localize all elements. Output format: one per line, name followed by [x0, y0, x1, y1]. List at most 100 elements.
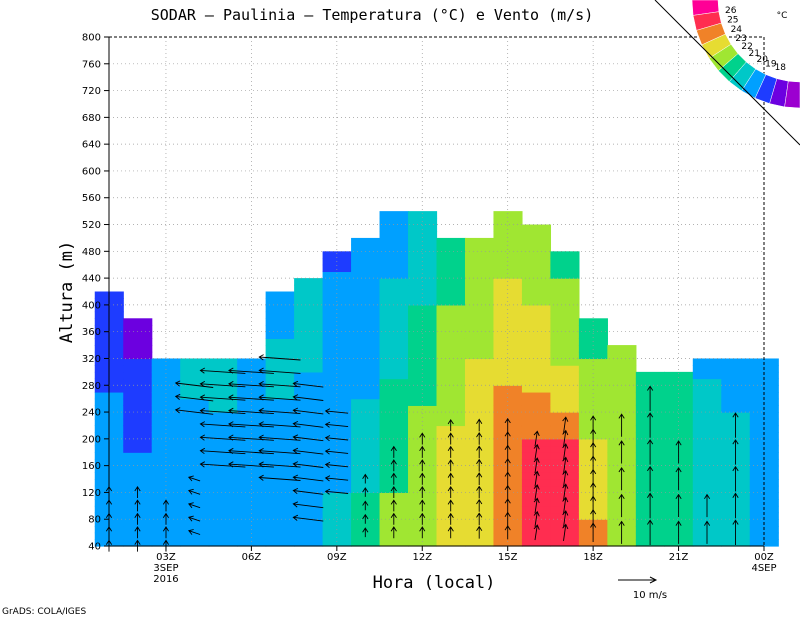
wind-arrow — [292, 394, 324, 401]
temperature-cell — [351, 331, 381, 339]
temperature-cell — [464, 304, 495, 313]
temperature-cell — [408, 385, 438, 393]
temperature-cell — [294, 452, 324, 460]
temperature-cell — [379, 385, 409, 393]
wind-arrow — [199, 461, 246, 468]
wind-arrow — [199, 407, 246, 415]
temperature-cell — [151, 371, 181, 380]
temperature-cell — [123, 479, 153, 487]
temperature-cell — [436, 405, 466, 413]
temperature-cell — [664, 418, 694, 427]
temperature-cell — [294, 291, 324, 299]
temperature-cell — [322, 391, 352, 400]
temperature-cell — [322, 251, 352, 259]
temperature-cell — [180, 452, 210, 460]
temperature-cell — [464, 345, 495, 353]
temperature-cell — [151, 438, 181, 447]
y-tick-label: 80 — [88, 515, 101, 526]
temperature-cell — [521, 519, 552, 527]
temperature-cell — [265, 425, 295, 433]
temperature-cell — [379, 244, 409, 252]
temperature-cell — [408, 264, 438, 273]
temperature-cell — [578, 391, 608, 400]
temperature-cell — [464, 318, 495, 326]
y-tick-label: 800 — [82, 33, 101, 44]
temperature-cell — [436, 318, 466, 326]
wind-arrow — [362, 527, 369, 538]
temperature-cell — [322, 539, 352, 547]
temperature-cell — [550, 479, 580, 487]
temperature-cell — [180, 458, 210, 467]
temperature-cell — [294, 324, 324, 333]
temperature-cell — [578, 324, 608, 333]
temperature-cell — [436, 244, 466, 252]
temperature-cell — [749, 472, 779, 480]
temperature-cell — [322, 438, 352, 447]
temperature-cell — [578, 539, 608, 547]
temperature-cell — [550, 452, 580, 460]
temperature-cell — [408, 304, 438, 313]
wind-arrow — [174, 393, 214, 402]
temperature-cell — [379, 398, 409, 406]
temperature-cell — [721, 371, 751, 380]
temperature-cell — [550, 465, 580, 473]
temperature-cell — [379, 418, 409, 427]
temperature-cell — [721, 365, 751, 373]
temperature-cell — [294, 499, 324, 507]
temperature-cell — [749, 492, 779, 500]
temperature-cell — [493, 251, 523, 259]
temperature-cell — [493, 365, 523, 373]
temperature-cell — [322, 499, 352, 507]
temperature-cell — [379, 378, 409, 386]
temperature-cell — [294, 378, 324, 386]
temperature-cell — [550, 365, 580, 373]
temperature-cell — [351, 345, 381, 353]
temperature-cell — [493, 358, 523, 366]
temperature-cell — [721, 405, 751, 413]
temperature-cell — [635, 371, 665, 380]
temperature-cell — [208, 378, 238, 386]
temperature-cell — [123, 418, 153, 427]
temperature-cell — [550, 391, 580, 400]
temperature-cell — [550, 425, 580, 433]
temperature-cell — [294, 358, 324, 366]
wind-arrow — [647, 412, 654, 438]
temperature-cell — [180, 512, 210, 520]
wind-arrow — [447, 459, 454, 472]
temperature-cell — [521, 365, 552, 373]
temperature-cell — [692, 425, 722, 433]
wind-arrow — [258, 381, 301, 388]
wind-arrow — [292, 447, 324, 455]
temperature-cell — [208, 532, 238, 540]
temperature-cell — [180, 472, 210, 480]
temperature-cell — [322, 519, 352, 527]
temperature-cell — [294, 351, 324, 360]
temperature-cell — [464, 338, 495, 346]
temperature-cell — [379, 318, 409, 326]
temperature-cell — [521, 479, 552, 487]
wind-arrow — [732, 412, 739, 438]
temperature-cell — [436, 338, 466, 346]
wind-arrow — [590, 415, 597, 435]
wind-arrow — [390, 526, 397, 539]
temperature-cell — [294, 532, 324, 540]
temperature-cell — [151, 398, 181, 406]
wind-arrow — [292, 487, 324, 495]
temperature-cell — [749, 532, 779, 540]
temperature-cell — [550, 324, 580, 333]
wind-arrow — [134, 485, 141, 498]
temperature-cell — [550, 492, 580, 500]
temperature-cell — [322, 452, 352, 460]
temperature-cell — [123, 358, 153, 366]
wind-arrow — [447, 472, 454, 485]
temperature-cell — [208, 405, 238, 413]
temperature-cell — [208, 479, 238, 487]
temperature-cell — [749, 432, 779, 440]
wind-arrow — [390, 499, 397, 512]
temperature-cell — [123, 331, 153, 339]
temperature-cell — [265, 304, 295, 313]
wind-arrow — [324, 408, 349, 415]
temperature-cell — [578, 365, 608, 373]
temperature-cell — [180, 425, 210, 433]
temperature-cell — [180, 492, 210, 500]
